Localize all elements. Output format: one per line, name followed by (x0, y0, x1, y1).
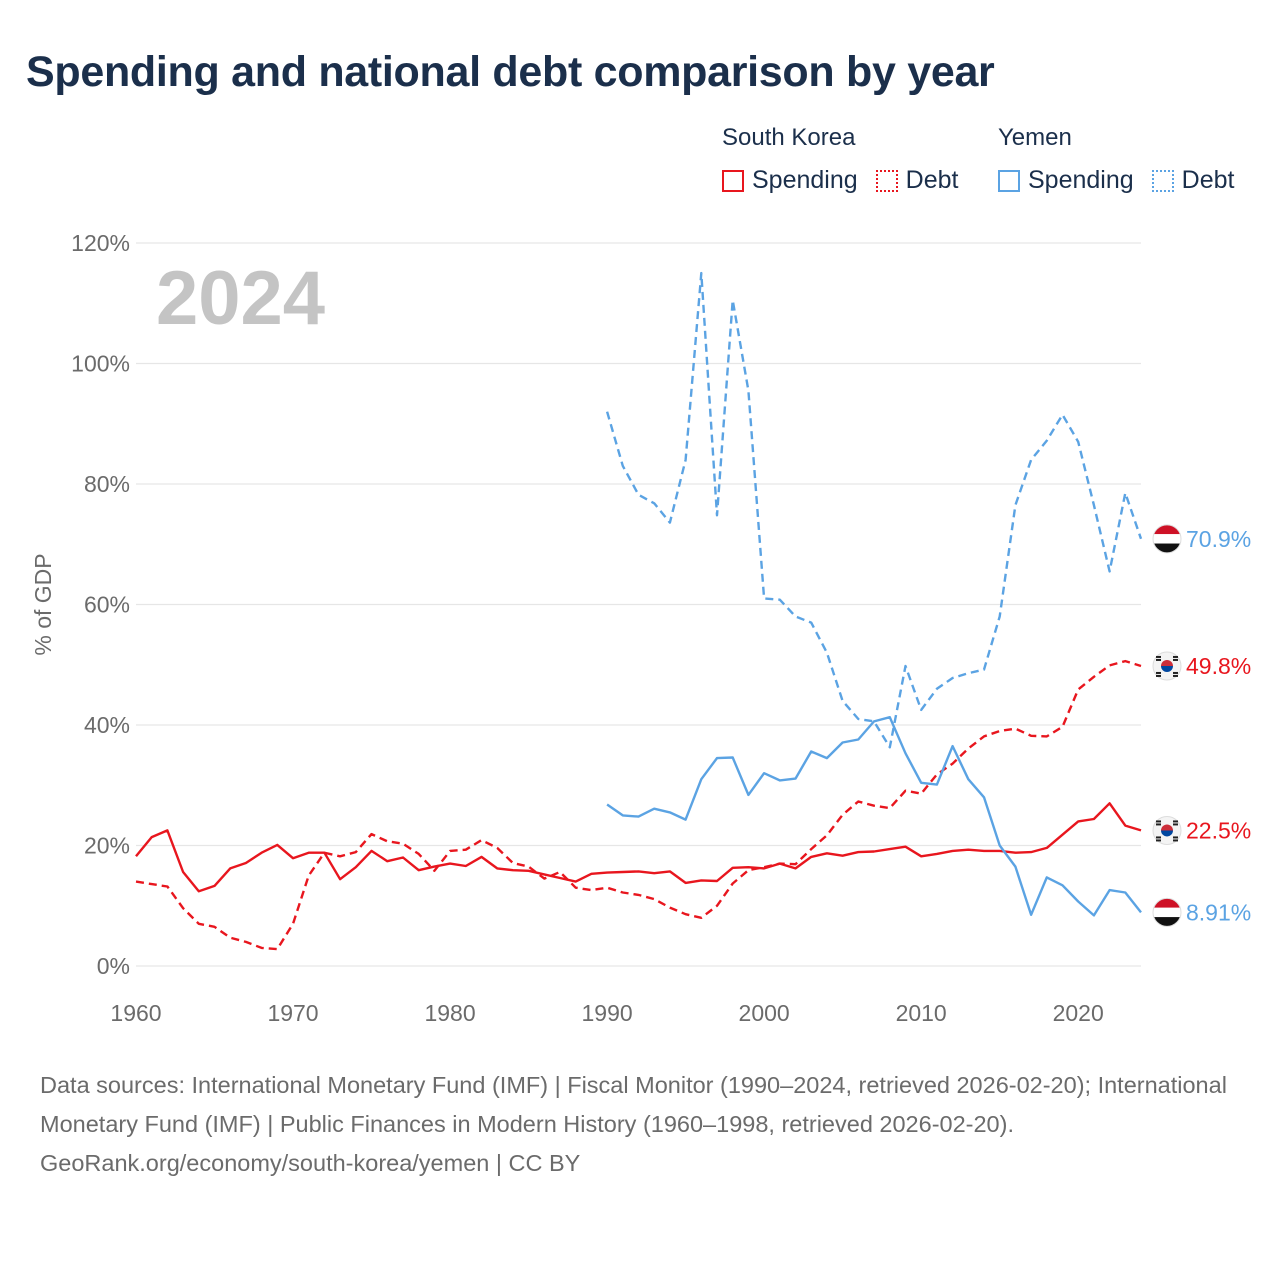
legend-item-yemen-spending[interactable]: Spending (998, 166, 1134, 195)
x-tick-label: 2010 (896, 1000, 947, 1026)
legend-item-label: Debt (1181, 166, 1235, 194)
x-tick-label: 2020 (1053, 1000, 1104, 1026)
y-axis-label: % of GDP (30, 553, 56, 655)
legend-group-south-korea: South Korea Spending Debt (722, 124, 976, 195)
x-tick-label: 1960 (110, 1000, 161, 1026)
legend-item-south-korea-spending[interactable]: Spending (722, 166, 858, 195)
end-value-label: 22.5% (1186, 817, 1251, 843)
legend-swatch-dotted (1151, 169, 1174, 192)
legend-swatch-solid (998, 169, 1020, 192)
credit-link[interactable]: GeoRank.org/economy/south-korea/yemen | … (40, 1150, 581, 1176)
legend-group-label: Yemen (998, 124, 1072, 151)
legend-item-yemen-debt[interactable]: Debt (1151, 166, 1235, 195)
legend-item-label: Spending (752, 166, 858, 194)
legend-item-south-korea-debt[interactable]: Debt (875, 166, 959, 195)
legend-item-label: Spending (1028, 166, 1134, 194)
series-line-south-korea-spending (135, 802, 1142, 893)
legend-item-label: Debt (905, 166, 959, 194)
y-tick-label: 40% (84, 712, 130, 738)
y-tick-label: 60% (84, 592, 130, 618)
series-line-south-korea-debt (135, 659, 1142, 951)
end-value-label: 49.8% (1186, 653, 1251, 679)
data-sources: Data sources: International Monetary Fun… (40, 1072, 1227, 1137)
series-line-yemen-debt (605, 271, 1143, 749)
south-korea-flag-icon (1152, 815, 1182, 845)
end-value-label: 8.91% (1186, 899, 1251, 925)
legend-group-label: South Korea (722, 124, 856, 151)
legend-swatch-solid (722, 169, 744, 192)
end-value-label: 70.9% (1186, 526, 1251, 552)
series-line-yemen-spending (606, 716, 1142, 917)
x-tick-label: 2000 (739, 1000, 790, 1026)
legend-swatch-dotted (875, 169, 898, 192)
yemen-flag-icon (1152, 524, 1182, 554)
south-korea-flag-icon (1152, 651, 1182, 681)
y-tick-label: 20% (84, 833, 130, 859)
year-watermark: 2024 (156, 256, 325, 341)
x-tick-label: 1970 (267, 1000, 318, 1026)
y-tick-label: 80% (84, 471, 130, 497)
yemen-flag-icon (1152, 897, 1182, 927)
line-chart: 0% 20% 40% 60% 80% 100% 120% 1960 1970 1980 1990 20… (30, 230, 1251, 1026)
y-tick-label: 0% (97, 953, 130, 979)
legend-group-yemen: Yemen Spending Debt (998, 124, 1252, 195)
y-tick-label: 100% (71, 351, 130, 377)
footer: Data sources: International Monetary Fun… (40, 1066, 1240, 1183)
y-tick-label: 120% (71, 230, 130, 256)
x-tick-label: 1990 (582, 1000, 633, 1026)
chart-title: Spending and national debt comparison by… (26, 48, 995, 96)
x-tick-label: 1980 (424, 1000, 475, 1026)
